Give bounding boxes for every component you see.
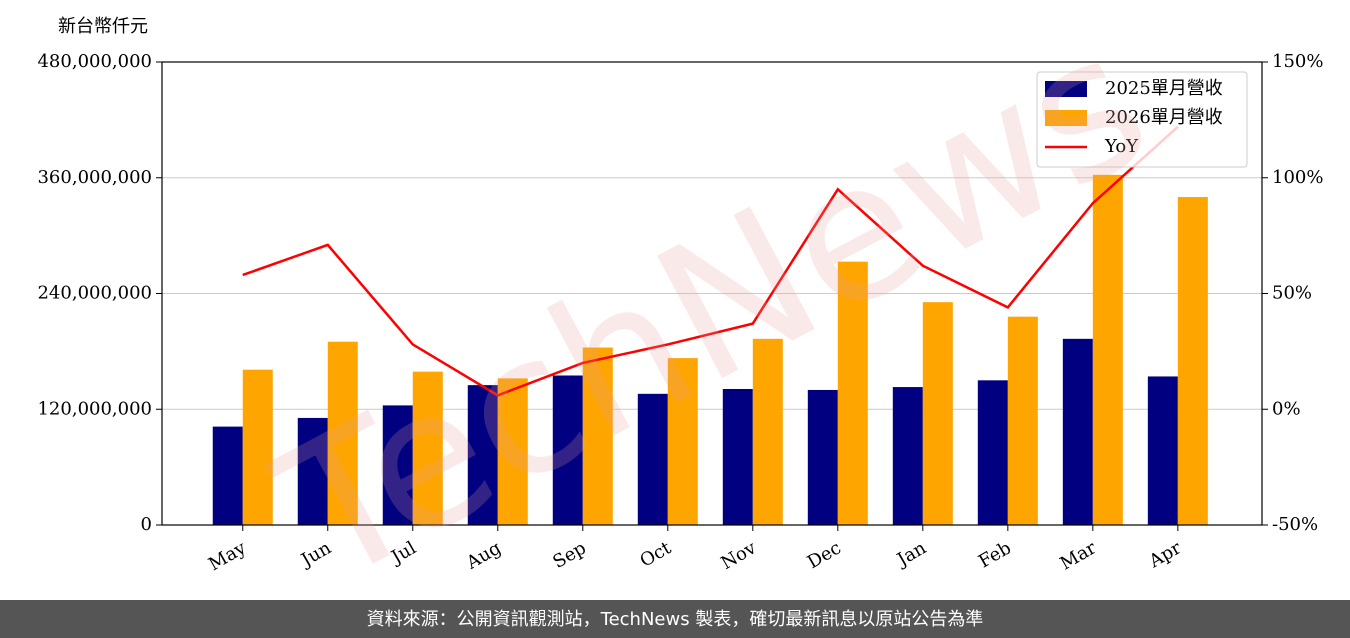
footer-bar [0,600,1350,638]
bar [807,389,838,525]
legend-swatch [1045,81,1087,97]
bar [1007,316,1038,525]
x-tick-label: Apr [1145,537,1185,572]
bar [552,375,583,525]
legend-label: 2026單月營收 [1105,107,1223,128]
bar [722,388,753,525]
bar [1177,197,1208,525]
x-tick-label: Oct [637,537,676,572]
legend-label: YoY [1104,136,1139,157]
bar [637,393,668,525]
bar [582,347,613,525]
x-tick-label: Feb [975,537,1015,572]
bar [297,417,328,525]
bar [412,371,443,525]
legend: 2025單月營收 2026單月營收 YoY [1036,71,1248,168]
plot-frame [161,61,1263,526]
bar [497,378,528,525]
legend-swatch [1045,110,1087,126]
y-tick-label: 240,000,000 [37,283,152,304]
bar [1147,376,1178,525]
x-tick-label: May [205,537,250,575]
y2-tick-label: 100% [1272,167,1323,188]
bar [242,369,273,525]
y-tick-label: 0 [141,514,152,535]
bar [752,338,783,525]
bar [922,302,953,525]
y-tick-label: 480,000,000 [37,51,152,72]
x-tick-label: Sep [549,537,589,572]
y-tick-label: 360,000,000 [37,167,152,188]
y-axis-unit: 新台幣仟元 [58,16,148,37]
x-tick-label: Mar [1057,537,1101,574]
legend-box [1036,71,1248,168]
bar [667,358,698,525]
x-tick-label: Dec [804,537,845,573]
bar [837,261,868,525]
legend-label: 2025單月營收 [1105,78,1223,99]
y2-tick-label: 0% [1272,398,1301,419]
y2-tick-label: -50% [1272,514,1318,535]
x-tick-label: Jan [892,537,930,571]
bar [382,405,413,525]
bar [327,341,358,525]
bar [1062,338,1093,525]
source-note: 資料來源：公開資訊觀測站，TechNews 製表，確切最新訊息以原站公告為準 [367,609,984,630]
y2-tick-label: 150% [1272,51,1323,72]
bar [892,387,923,525]
y2-tick-label: 50% [1272,283,1312,304]
y-tick-label: 120,000,000 [37,398,152,419]
bar [212,426,243,525]
x-tick-label: Nov [717,537,760,574]
yoy-line [242,125,1179,397]
bar [1092,174,1123,525]
bar [977,380,1008,525]
bar [467,385,498,525]
